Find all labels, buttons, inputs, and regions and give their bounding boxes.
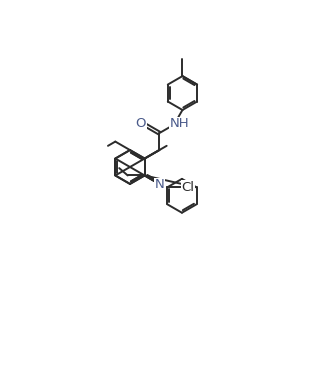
- Text: N: N: [154, 178, 164, 191]
- Text: NH: NH: [170, 118, 189, 130]
- Text: O: O: [136, 118, 146, 130]
- Text: Cl: Cl: [181, 181, 194, 194]
